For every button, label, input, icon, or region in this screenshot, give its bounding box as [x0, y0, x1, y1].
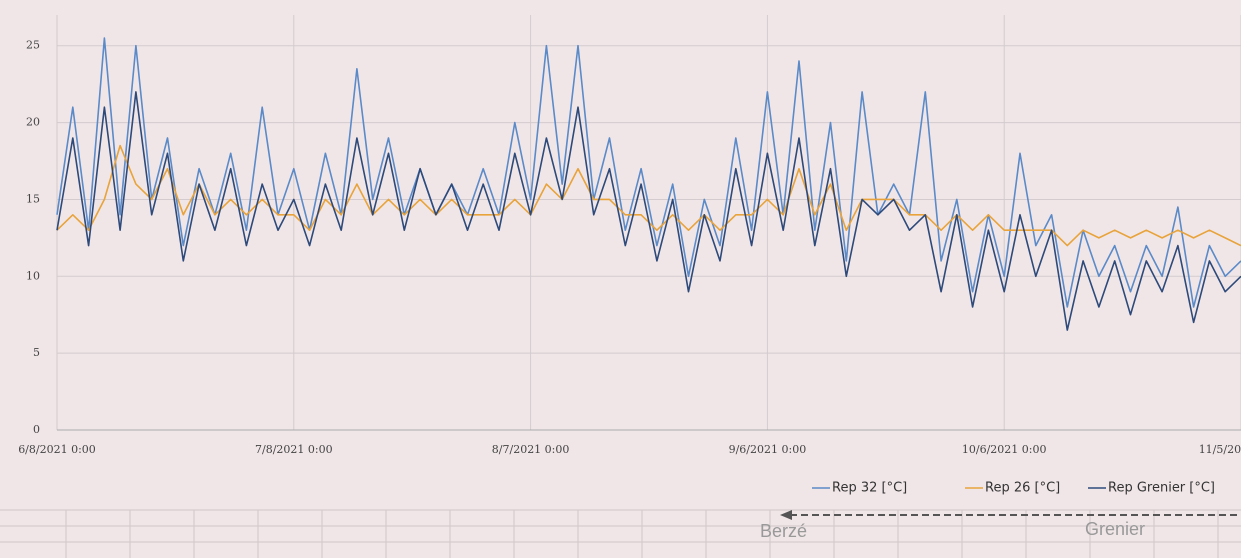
y-tick-label: 20: [26, 116, 40, 129]
y-tick-label: 0: [33, 423, 40, 436]
legend-label: Rep Grenier [°C]: [1108, 481, 1215, 496]
y-tick-label: 10: [26, 269, 40, 282]
sheet-cells: [0, 509, 1241, 558]
annotation: Berzé: [760, 521, 807, 541]
legend-label: Rep 32 [°C]: [832, 481, 907, 496]
series-line: [56, 91, 1241, 331]
x-tick-label: 10/6/2021 0:00: [962, 443, 1047, 456]
x-tick-label: 9/6/2021 0:00: [729, 443, 807, 456]
y-tick-label: 15: [26, 192, 40, 205]
y-tick-label: 25: [26, 39, 40, 52]
x-tick-label: 8/7/2021 0:00: [492, 443, 570, 456]
y-tick-label: 5: [33, 346, 40, 359]
x-tick-label: 6/8/2021 0:00: [18, 443, 96, 456]
annotation: Grenier: [1085, 519, 1145, 539]
x-tick-label: 11/5/2021 0:00: [1199, 443, 1241, 456]
legend-label: Rep 26 [°C]: [985, 481, 1060, 496]
arrow-head: [780, 510, 792, 520]
x-tick-label: 7/8/2021 0:00: [255, 443, 333, 456]
